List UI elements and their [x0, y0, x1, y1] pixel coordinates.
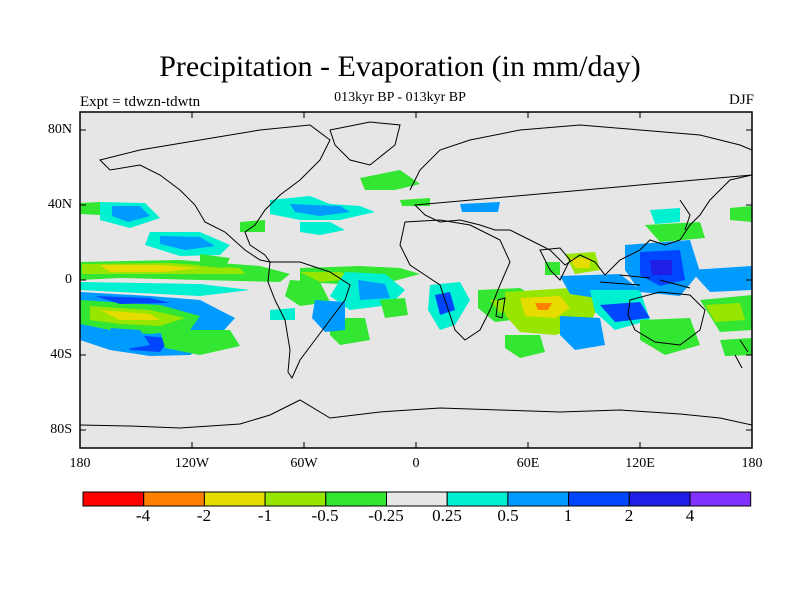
colorbar-box	[689, 491, 752, 507]
colorbar-box	[507, 491, 570, 507]
coastline-north-america	[99, 124, 331, 263]
contour-region-south-pacific	[80, 292, 240, 356]
colorbar-label: -1	[257, 506, 273, 525]
coastline-indonesia	[599, 274, 691, 289]
contour-region-midlatitude	[240, 198, 752, 356]
contour-field	[80, 170, 752, 358]
colorbar-box	[203, 491, 266, 507]
coastline-africa	[399, 219, 511, 341]
colorbar-label: 0.5	[497, 506, 519, 525]
coastline-japan	[679, 199, 691, 231]
contour-region-atlantic	[270, 170, 420, 345]
y-tick-label: 80S	[50, 422, 72, 437]
colorbar-box	[628, 491, 691, 507]
coastline-india	[539, 247, 571, 281]
colorbar-box	[446, 491, 509, 507]
coastline-greenland	[329, 121, 401, 166]
coastline-new-zealand	[734, 339, 749, 369]
colorbar-box	[568, 491, 630, 507]
experiment-label: Expt = tdwzn-tdwtn	[80, 94, 201, 110]
coastline-antarctica	[80, 399, 752, 429]
coastline-south-america	[267, 261, 351, 380]
colorbar-label: -0.25	[368, 506, 404, 525]
coastlines	[80, 121, 752, 429]
colorbar-label: 2	[624, 506, 634, 525]
contour-region-north-pacific	[80, 202, 230, 268]
contour-region-indian-ocean	[428, 252, 700, 358]
x-tick-label: 180	[69, 456, 91, 471]
season-label: DJF	[728, 92, 754, 108]
y-tick-label: 40S	[50, 347, 72, 362]
coastline-australia	[627, 291, 706, 346]
coastline-eurasia	[409, 124, 752, 276]
y-tick-label: 0	[65, 272, 72, 287]
colorbar-label: -0.5	[311, 506, 339, 525]
x-tick-label: 120E	[625, 456, 655, 471]
y-tick-label: 80N	[47, 122, 72, 137]
colorbar-box	[386, 491, 448, 507]
colorbar-label: 1	[563, 506, 573, 525]
y-tick-label: 40N	[47, 197, 72, 212]
x-tick-label: 120W	[174, 456, 210, 471]
colorbar-box	[143, 491, 205, 507]
colorbar-label: 4	[685, 506, 695, 525]
contour-region-west-pacific	[600, 206, 752, 332]
x-tick-label: 60E	[516, 456, 540, 471]
figure-title: Precipitation - Evaporation (in mm/day)	[159, 50, 641, 83]
colorbar-box	[325, 491, 387, 507]
colorbar-label: 0.25	[432, 506, 462, 525]
figure-subtitle: 013kyr BP - 013kyr BP	[334, 90, 466, 105]
colorbar-box	[264, 491, 327, 507]
axis-ticks	[79, 112, 753, 448]
colorbar	[82, 491, 752, 507]
colorbar-label: -2	[196, 506, 212, 525]
x-tick-label: 180	[741, 456, 763, 471]
colorbar-label: -4	[135, 506, 151, 525]
x-tick-label: 0	[412, 456, 420, 471]
x-tick-label: 60W	[290, 456, 318, 471]
colorbar-box	[82, 491, 145, 507]
coastline-madagascar	[495, 297, 506, 319]
